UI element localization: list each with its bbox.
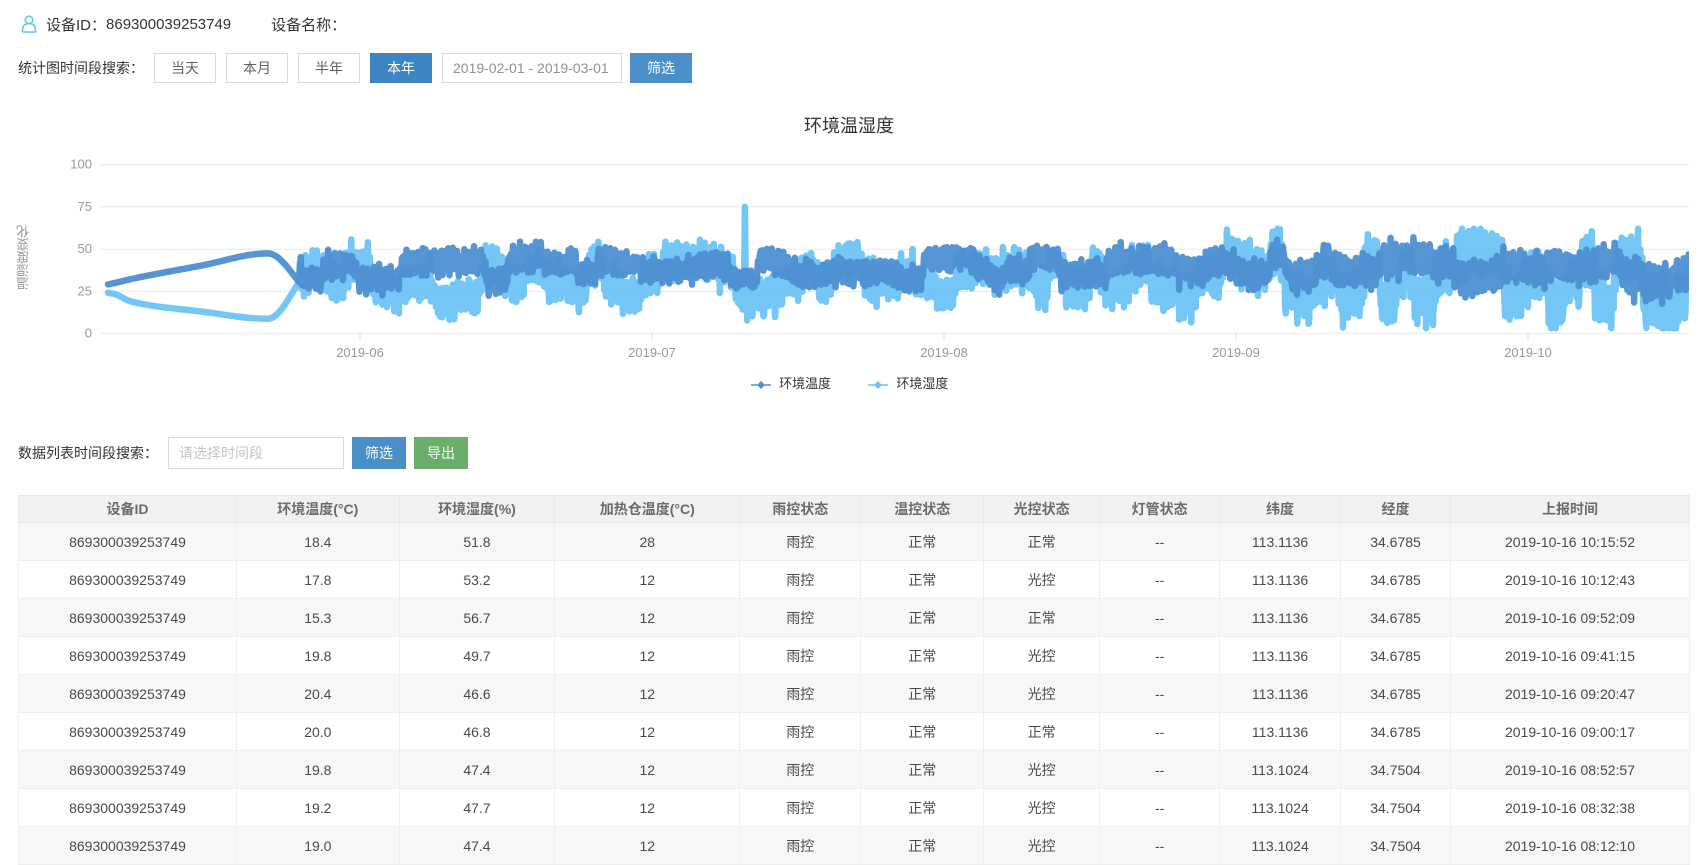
svg-text:25: 25 [78,284,92,299]
svg-text:0: 0 [85,325,92,340]
svg-text:50: 50 [78,241,92,256]
svg-text:2019-07: 2019-07 [628,345,676,360]
svg-text:2019-09: 2019-09 [1212,345,1260,360]
svg-text:100: 100 [70,157,92,172]
svg-text:2019-08: 2019-08 [920,345,968,360]
svg-text:75: 75 [78,199,92,214]
svg-text:2019-10: 2019-10 [1504,345,1552,360]
svg-text:2019-06: 2019-06 [336,345,384,360]
